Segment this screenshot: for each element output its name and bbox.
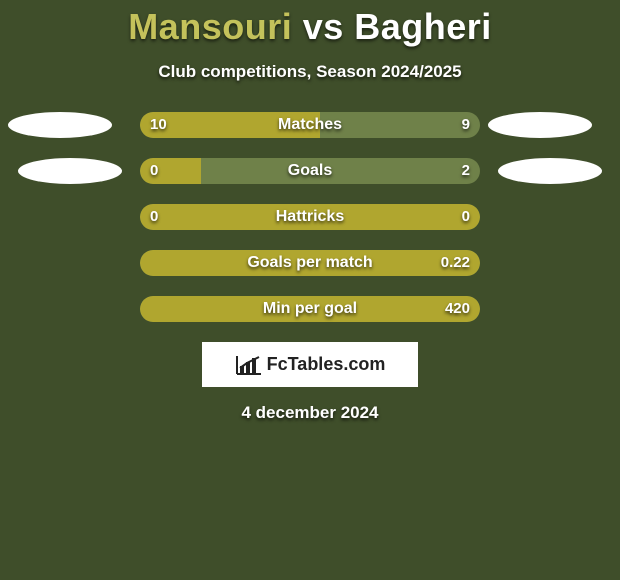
subtitle: Club competitions, Season 2024/2025 — [0, 62, 620, 82]
title-vs: vs — [292, 6, 354, 47]
stat-row: Goals02 — [0, 158, 620, 184]
marker-ellipse — [488, 112, 592, 138]
stat-bar-track — [140, 204, 480, 230]
stat-value-right: 0.22 — [441, 250, 470, 276]
stat-bar-fill — [140, 204, 480, 230]
stat-value-left: 0 — [150, 204, 158, 230]
bar-chart-icon — [235, 354, 263, 376]
stat-bar-track — [140, 250, 480, 276]
page-title: Mansouri vs Bagheri — [0, 6, 620, 48]
stat-rows: Matches109Goals02Hattricks00Goals per ma… — [0, 112, 620, 322]
marker-ellipse — [8, 112, 112, 138]
stat-bar-track — [140, 112, 480, 138]
stat-value-left: 0 — [150, 158, 158, 184]
stat-value-right: 2 — [462, 158, 470, 184]
stat-bar-fill — [140, 112, 320, 138]
title-left-name: Mansouri — [128, 6, 292, 47]
stat-value-right: 420 — [445, 296, 470, 322]
date-text: 4 december 2024 — [0, 403, 620, 423]
stat-row: Goals per match0.22 — [0, 250, 620, 276]
stat-bar-track — [140, 296, 480, 322]
comparison-card: Mansouri vs Bagheri Club competitions, S… — [0, 0, 620, 580]
marker-ellipse — [18, 158, 122, 184]
stat-row: Min per goal420 — [0, 296, 620, 322]
stat-bar-track — [140, 158, 480, 184]
title-right-name: Bagheri — [354, 6, 492, 47]
stat-value-right: 0 — [462, 204, 470, 230]
logo-box[interactable]: FcTables.com — [202, 342, 418, 387]
stat-bar-fill — [140, 250, 480, 276]
stat-value-left: 10 — [150, 112, 167, 138]
stat-value-right: 9 — [462, 112, 470, 138]
stat-bar-fill — [140, 296, 480, 322]
stat-row: Matches109 — [0, 112, 620, 138]
marker-ellipse — [498, 158, 602, 184]
stat-row: Hattricks00 — [0, 204, 620, 230]
logo-text: FcTables.com — [267, 354, 386, 375]
